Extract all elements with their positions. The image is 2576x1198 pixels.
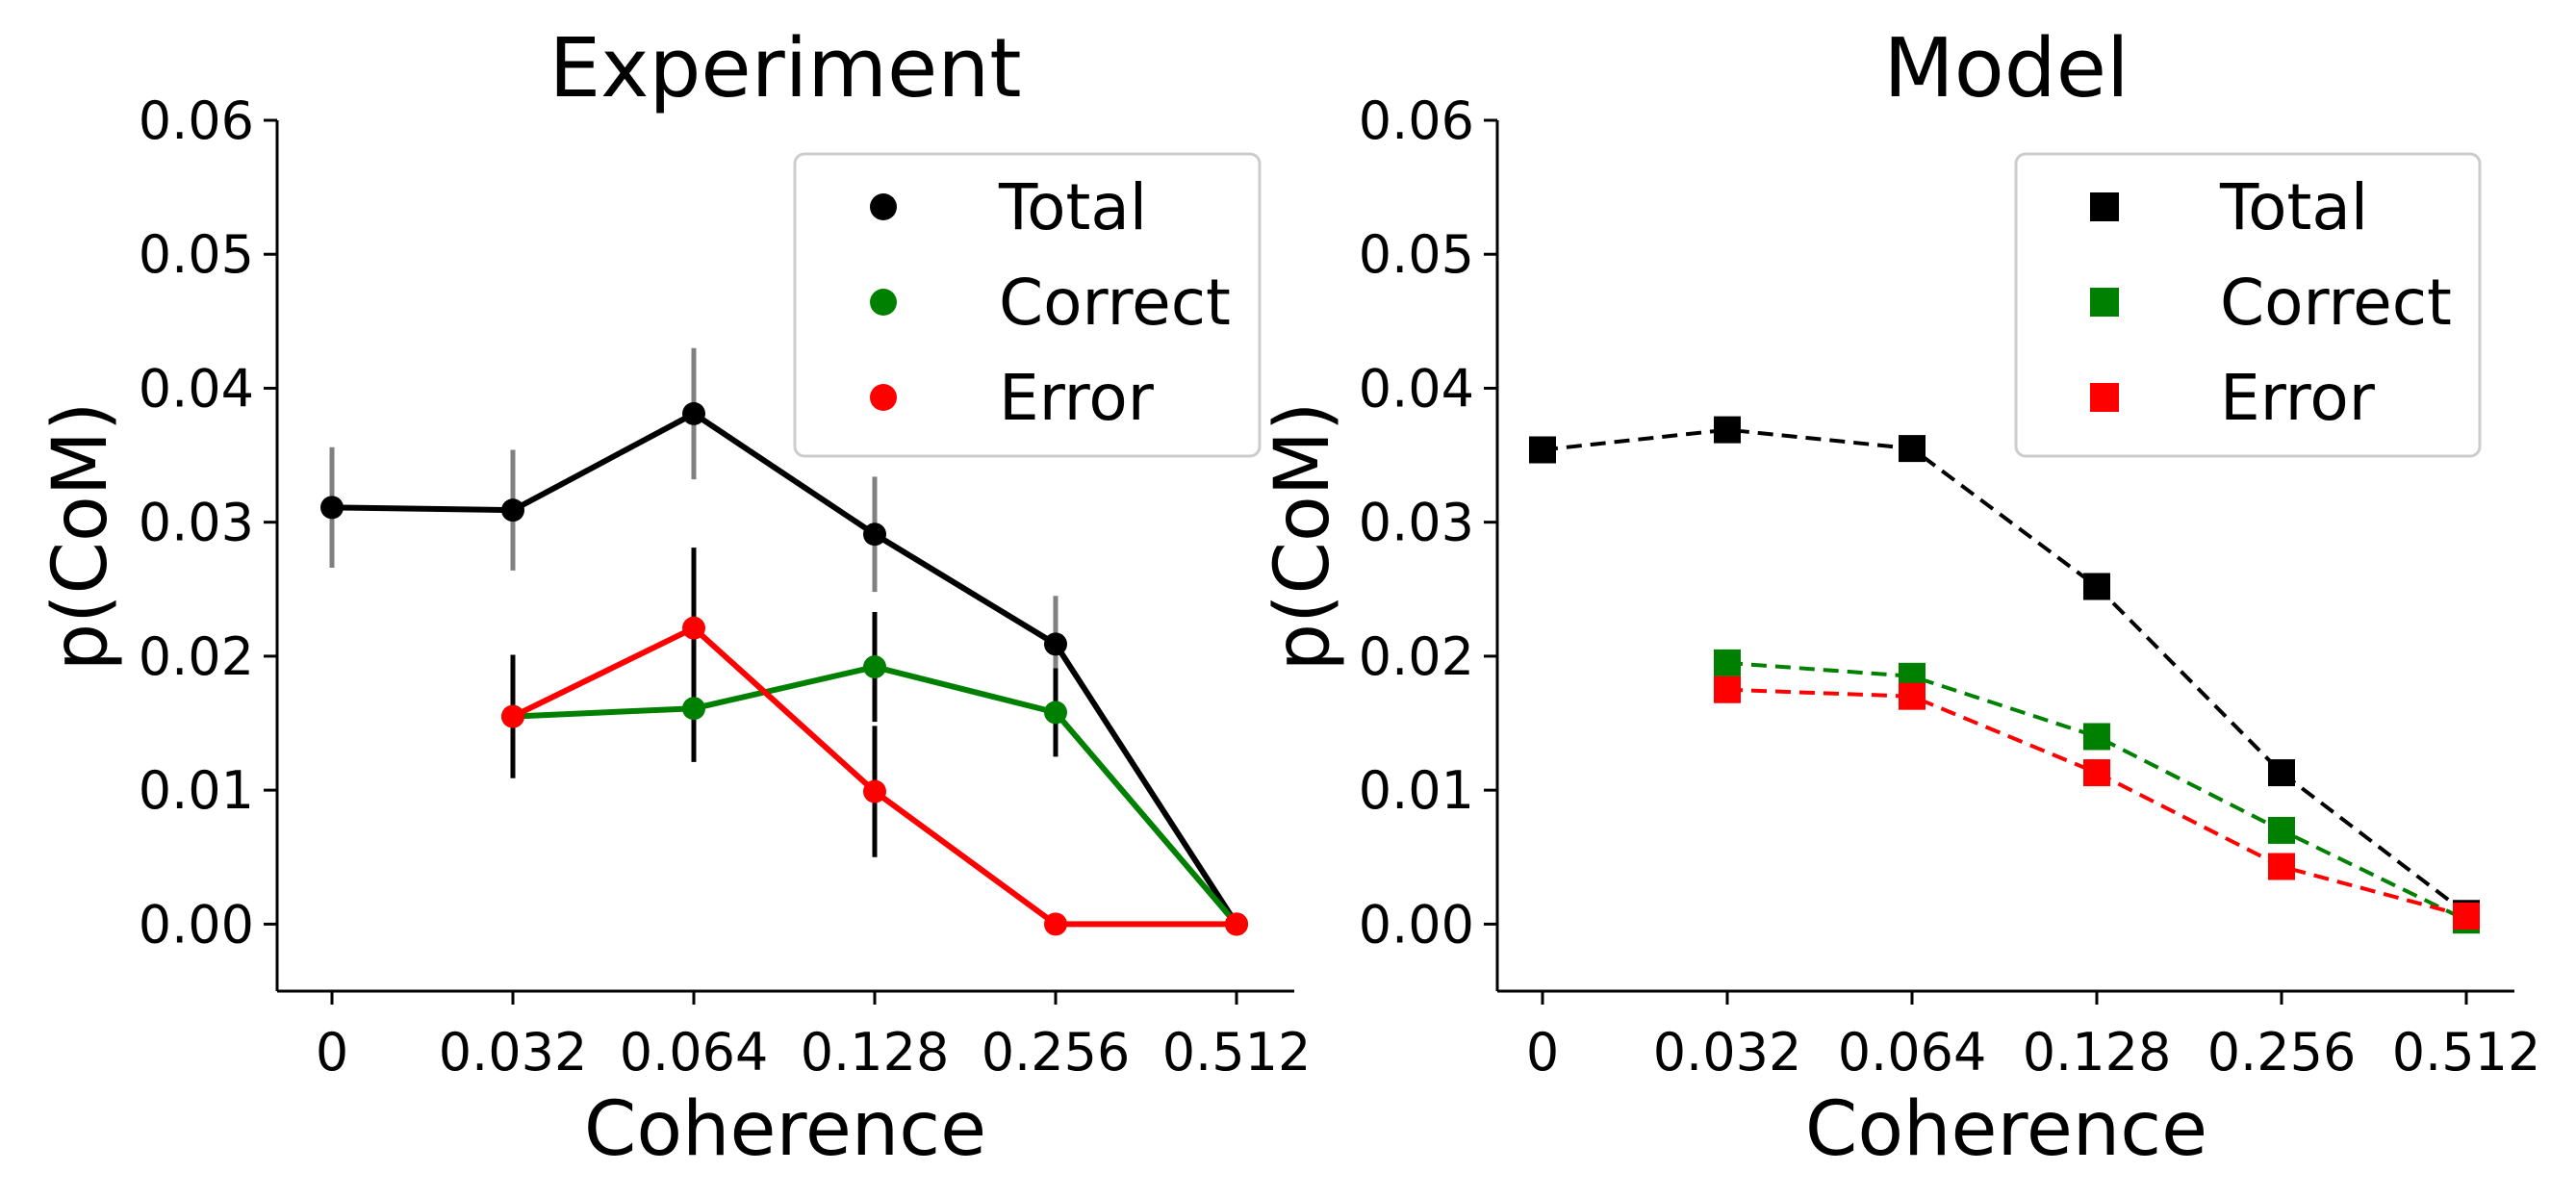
y-tick-label: 0.00 [1359, 894, 1474, 955]
y-tick-label: 0.04 [1359, 358, 1474, 419]
x-tick-label: 0.032 [1653, 1022, 1802, 1083]
x-axis-label: Coherence [584, 1086, 986, 1173]
x-tick-label: 0 [1526, 1022, 1559, 1083]
data-point-total [1529, 436, 1556, 464]
series-line-error [1726, 687, 2467, 918]
chart-title: Model [1883, 21, 2129, 116]
chart-title: Experiment [548, 21, 1021, 116]
x-tick-label: 0.064 [1838, 1022, 1987, 1083]
x-tick-label: 0.064 [620, 1022, 769, 1083]
legend-marker-correct [870, 289, 897, 316]
y-tick-label: 0.03 [1359, 493, 1474, 553]
data-point-total [2083, 573, 2110, 600]
legend-marker-correct [2090, 288, 2119, 317]
series-line-correct [1726, 660, 2467, 923]
x-tick-label: 0.128 [801, 1022, 950, 1083]
legend-marker-total [2090, 192, 2119, 221]
data-point-error [2453, 903, 2480, 930]
data-point-correct [1044, 701, 1067, 725]
data-point-total [682, 401, 705, 425]
y-tick-label: 0.02 [139, 626, 254, 687]
data-point-error [1225, 912, 1248, 936]
x-tick-label: 0.512 [2392, 1022, 2541, 1083]
series-line-total [1542, 427, 2468, 915]
y-tick-label: 0.05 [139, 224, 254, 285]
data-point-correct [863, 655, 886, 679]
data-point-total [2268, 759, 2295, 787]
data-point-error [682, 616, 705, 640]
data-point-total [1899, 435, 1926, 463]
data-point-correct [2268, 816, 2295, 844]
legend-label-correct: Correct [2220, 266, 2452, 340]
y-tick-label: 0.04 [139, 358, 254, 419]
y-tick-label: 0.00 [139, 894, 254, 955]
x-tick-label: 0.032 [439, 1022, 588, 1083]
legend-label-error: Error [999, 361, 1155, 435]
y-tick-label: 0.06 [1359, 90, 1474, 151]
data-point-correct [682, 697, 705, 721]
data-point-error [1714, 675, 1741, 703]
y-tick-label: 0.06 [139, 90, 254, 151]
series-line-total [331, 410, 1239, 927]
legend-marker-error [870, 384, 897, 411]
x-tick-label: 0.256 [982, 1022, 1131, 1083]
legend-frame [2014, 152, 2482, 458]
y-axis-label: p(CoM) [1260, 402, 1346, 672]
y-tick-label: 0.02 [1359, 626, 1474, 687]
legend-label-total: Total [998, 170, 1147, 244]
legend-label-error: Error [2220, 361, 2376, 435]
panel-model: 0.06 0.05 0.04 0.03 0.02 0.01 0.00 0 0.032 0.064 0… [1260, 21, 2540, 1173]
legend: Total Correct Error [2014, 152, 2482, 458]
data-point-correct [1714, 649, 1741, 676]
panel-experiment: 0.06 0.05 0.04 0.03 0.02 0.01 0.00 0 0.032 0.064 0… [38, 21, 1311, 1173]
data-point-total [501, 498, 524, 523]
y-tick-label: 0.01 [139, 760, 254, 821]
data-point-error [1044, 912, 1067, 936]
data-point-total [863, 523, 886, 547]
x-tick-label: 0 [316, 1022, 348, 1083]
legend-label-correct: Correct [999, 266, 1231, 340]
data-point-error [863, 779, 886, 803]
y-tick-label: 0.03 [139, 493, 254, 553]
x-tick-label: 0.512 [1162, 1022, 1312, 1083]
x-axis-label: Coherence [1805, 1086, 2207, 1173]
data-point-total [320, 496, 344, 520]
data-point-error [1899, 682, 1926, 710]
legend-marker-error [2090, 383, 2119, 412]
x-tick-label: 0.256 [2207, 1022, 2357, 1083]
data-point-total [1714, 416, 1741, 444]
data-point-error [2083, 759, 2110, 787]
data-point-error [2268, 853, 2295, 880]
y-tick-label: 0.05 [1359, 224, 1474, 285]
y-axis-label: p(CoM) [38, 402, 124, 672]
data-point-total [1044, 632, 1067, 656]
legend-frame [793, 152, 1262, 458]
legend-label-total: Total [2219, 170, 2368, 244]
y-tick-label: 0.01 [1359, 760, 1474, 821]
legend: Total Correct Error [793, 152, 1262, 458]
legend-marker-total [870, 193, 897, 220]
x-tick-label: 0.128 [2023, 1022, 2172, 1083]
data-point-error [501, 704, 524, 728]
data-point-correct [2083, 723, 2110, 751]
